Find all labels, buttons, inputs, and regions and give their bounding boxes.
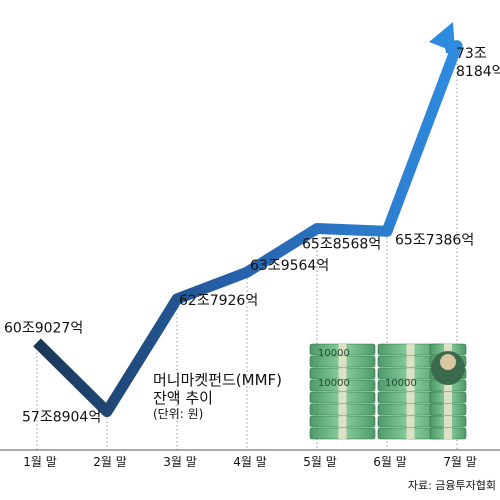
x-tick-label: 1월 말 [23,455,57,469]
data-label: 73조 [456,46,487,62]
banknote-stack-illustration: 10000 10000 10000 [309,343,467,440]
x-tick-label: 7월 말 [443,455,477,469]
chart-title-line: 머니마켓펀드(MMF) [153,371,282,389]
x-ticks: 1월 말 2월 말 3월 말 4월 말 5월 말 6월 말 7월 말 [23,455,477,469]
chart-title: 머니마켓펀드(MMF)잔액 추이 [153,371,282,407]
svg-text:10000: 10000 [385,378,417,389]
svg-text:10000: 10000 [318,378,350,389]
data-label: 63조9564억 [250,258,329,274]
svg-text:10000: 10000 [318,348,350,359]
data-label: 65조8568억 [302,237,381,253]
x-tick-label: 4월 말 [233,455,267,469]
data-labels: 60조9027억 57조8904억 62조7926억 63조9564억 65조8568억… [4,46,500,426]
x-tick-label: 5월 말 [303,455,337,469]
data-label: 8184억 [456,64,500,80]
data-label: 57조8904억 [22,410,101,426]
source-note: 자료: 금융투자협회 [408,479,496,492]
x-tick-label: 2월 말 [93,455,127,469]
data-label: 65조7386억 [395,232,474,248]
x-tick-label: 6월 말 [373,455,407,469]
trend-arrowhead [429,22,455,52]
chart-subtitle: (단위: 원) [153,407,203,421]
data-label: 62조7926억 [179,293,258,309]
portrait-face-icon [440,354,456,370]
series-line [33,40,463,418]
chart-title-line: 잔액 추이 [153,389,213,407]
series-line-path [33,40,463,418]
x-tick-label: 3월 말 [163,455,197,469]
arrowhead-icon [429,22,455,52]
data-label: 60조9027억 [4,320,83,336]
